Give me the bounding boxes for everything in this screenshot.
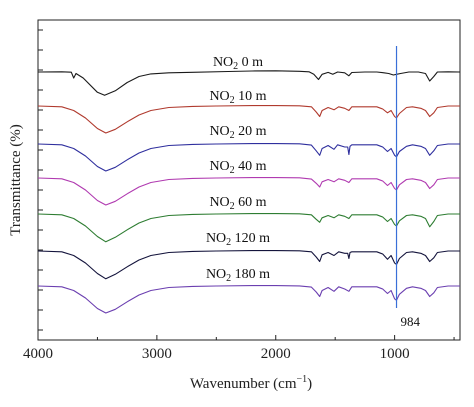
series-label-sub: 2 bbox=[233, 61, 238, 72]
series-label-sub: 2 bbox=[230, 130, 235, 141]
series-line-5 bbox=[37, 250, 460, 280]
marker-group: 984 bbox=[395, 46, 421, 329]
plot-frame bbox=[37, 19, 461, 341]
series-label-suffix: 60 m bbox=[235, 195, 267, 210]
series-label-prefix: NO bbox=[206, 267, 226, 282]
series-label-suffix: 180 m bbox=[231, 267, 270, 282]
x-axis-title-main: Wavenumber (cm bbox=[190, 376, 297, 392]
series-label-1: NO2 10 m bbox=[209, 89, 266, 106]
series-label-prefix: NO bbox=[209, 195, 229, 210]
x-tick-label-0: 4000 bbox=[23, 346, 53, 362]
y-axis-ticks bbox=[38, 29, 43, 331]
series-label-prefix: NO bbox=[213, 55, 233, 70]
series-line-1 bbox=[37, 105, 460, 134]
series-label-6: NO2 180 m bbox=[206, 267, 270, 284]
series-line-0 bbox=[37, 70, 461, 96]
series-label-sub: 2 bbox=[230, 165, 235, 176]
series-label-0: NO2 0 m bbox=[213, 55, 263, 72]
series-label-suffix: 40 m bbox=[235, 159, 267, 174]
series-label-sub: 2 bbox=[230, 201, 235, 212]
series-label-2: NO2 20 m bbox=[209, 124, 266, 141]
marker-label-984: 984 bbox=[401, 314, 421, 329]
series-label-3: NO2 40 m bbox=[209, 159, 266, 176]
series-label-prefix: NO bbox=[209, 124, 229, 139]
y-axis-title: Transmittance (%) bbox=[8, 124, 24, 236]
series-label-suffix: 0 m bbox=[238, 55, 263, 70]
x-axis-ticks: 4000 3000 2000 1000 bbox=[23, 335, 455, 362]
series-label-suffix: 120 m bbox=[231, 231, 270, 246]
series-label-suffix: 20 m bbox=[235, 124, 267, 139]
series-line-3 bbox=[37, 177, 460, 206]
series-label-sub: 2 bbox=[226, 237, 231, 248]
series-line-6 bbox=[37, 285, 460, 314]
series-label-prefix: NO bbox=[209, 159, 229, 174]
x-axis-title: Wavenumber (cm−1) bbox=[190, 374, 312, 392]
series-label-5: NO2 120 m bbox=[206, 231, 270, 248]
x-tick-label-2: 2000 bbox=[261, 346, 291, 362]
x-axis-title-sup: −1 bbox=[297, 374, 308, 385]
x-axis-title-close: ) bbox=[307, 376, 312, 392]
series-label-sub: 2 bbox=[230, 95, 235, 106]
series-line-4 bbox=[37, 213, 460, 243]
x-tick-label-3: 1000 bbox=[380, 346, 410, 362]
series-label-sub: 2 bbox=[226, 273, 231, 284]
series-line-2 bbox=[37, 143, 460, 172]
x-tick-label-1: 3000 bbox=[142, 346, 172, 362]
series-label-suffix: 10 m bbox=[235, 89, 267, 104]
series-label-prefix: NO bbox=[209, 89, 229, 104]
series-label-4: NO2 60 m bbox=[209, 195, 266, 212]
series-label-prefix: NO bbox=[206, 231, 226, 246]
